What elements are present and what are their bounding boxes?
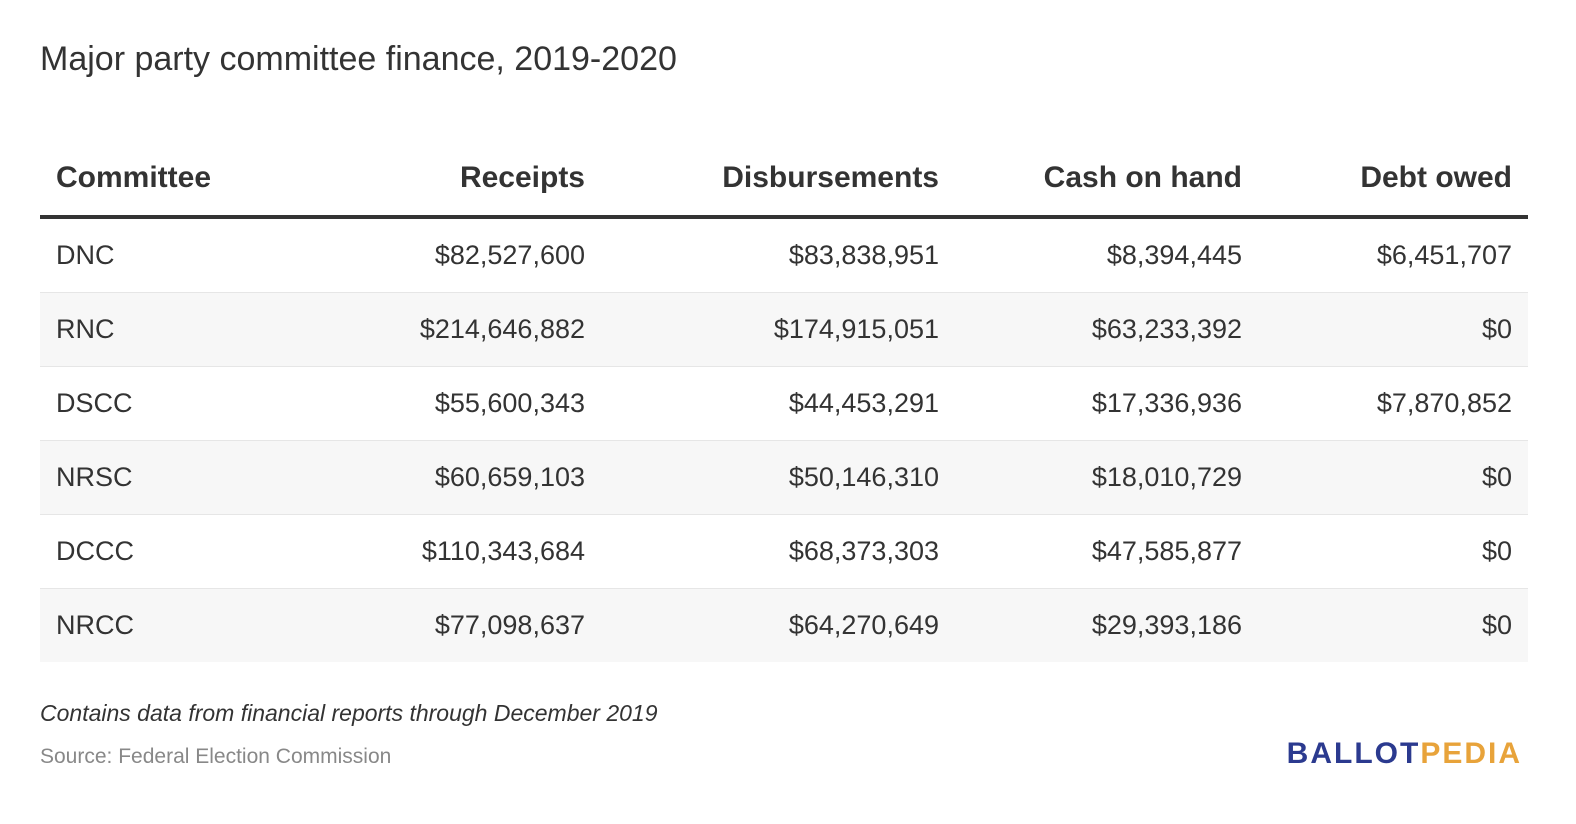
- column-header-receipts: Receipts: [310, 141, 601, 217]
- cell-cash-on-hand: $29,393,186: [955, 589, 1258, 663]
- table-row: NRCC $77,098,637 $64,270,649 $29,393,186…: [40, 589, 1528, 663]
- cell-receipts: $77,098,637: [310, 589, 601, 663]
- table-row: RNC $214,646,882 $174,915,051 $63,233,39…: [40, 293, 1528, 367]
- cell-committee: NRSC: [40, 441, 310, 515]
- table-row: DCCC $110,343,684 $68,373,303 $47,585,87…: [40, 515, 1528, 589]
- column-header-committee: Committee: [40, 141, 310, 217]
- cell-disbursements: $44,453,291: [601, 367, 955, 441]
- cell-debt-owed: $0: [1258, 441, 1528, 515]
- cell-committee: DCCC: [40, 515, 310, 589]
- cell-receipts: $82,527,600: [310, 217, 601, 293]
- cell-receipts: $55,600,343: [310, 367, 601, 441]
- table-row: DNC $82,527,600 $83,838,951 $8,394,445 $…: [40, 217, 1528, 293]
- finance-table-container: Committee Receipts Disbursements Cash on…: [40, 141, 1528, 662]
- cell-debt-owed: $0: [1258, 293, 1528, 367]
- chart-title: Major party committee finance, 2019-2020: [40, 40, 677, 79]
- cell-disbursements: $64,270,649: [601, 589, 955, 663]
- cell-committee: DSCC: [40, 367, 310, 441]
- cell-disbursements: $83,838,951: [601, 217, 955, 293]
- logo-text-ballot: BALLOT: [1287, 737, 1421, 770]
- cell-cash-on-hand: $8,394,445: [955, 217, 1258, 293]
- finance-table: Committee Receipts Disbursements Cash on…: [40, 141, 1528, 662]
- cell-committee: NRCC: [40, 589, 310, 663]
- footnote: Contains data from financial reports thr…: [40, 700, 658, 727]
- cell-debt-owed: $0: [1258, 515, 1528, 589]
- cell-disbursements: $174,915,051: [601, 293, 955, 367]
- cell-cash-on-hand: $17,336,936: [955, 367, 1258, 441]
- cell-debt-owed: $7,870,852: [1258, 367, 1528, 441]
- cell-cash-on-hand: $63,233,392: [955, 293, 1258, 367]
- column-header-disbursements: Disbursements: [601, 141, 955, 217]
- table-row: NRSC $60,659,103 $50,146,310 $18,010,729…: [40, 441, 1528, 515]
- cell-disbursements: $50,146,310: [601, 441, 955, 515]
- cell-receipts: $110,343,684: [310, 515, 601, 589]
- cell-committee: RNC: [40, 293, 310, 367]
- logo-text-pedia: PEDIA: [1420, 737, 1522, 770]
- cell-debt-owed: $6,451,707: [1258, 217, 1528, 293]
- cell-debt-owed: $0: [1258, 589, 1528, 663]
- cell-cash-on-hand: $47,585,877: [955, 515, 1258, 589]
- cell-disbursements: $68,373,303: [601, 515, 955, 589]
- header-row: Committee Receipts Disbursements Cash on…: [40, 141, 1528, 217]
- source-credit: Source: Federal Election Commission: [40, 745, 391, 769]
- column-header-debt-owed: Debt owed: [1258, 141, 1528, 217]
- cell-cash-on-hand: $18,010,729: [955, 441, 1258, 515]
- cell-receipts: $214,646,882: [310, 293, 601, 367]
- cell-committee: DNC: [40, 217, 310, 293]
- ballotpedia-logo: BALLOTPEDIA: [1287, 737, 1522, 771]
- cell-receipts: $60,659,103: [310, 441, 601, 515]
- table-row: DSCC $55,600,343 $44,453,291 $17,336,936…: [40, 367, 1528, 441]
- column-header-cash-on-hand: Cash on hand: [955, 141, 1258, 217]
